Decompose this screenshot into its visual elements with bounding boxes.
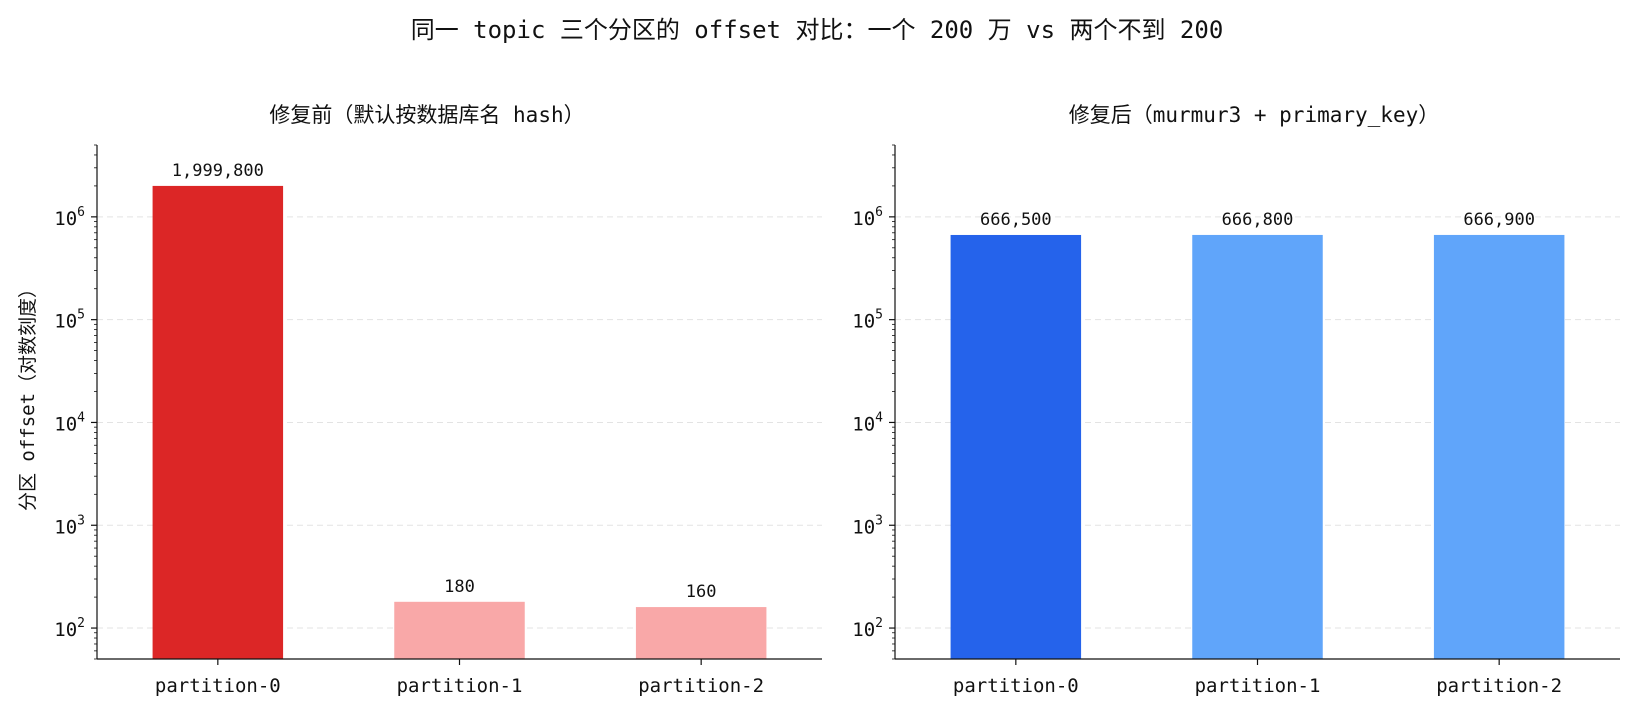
x-tick-label: partition-2 <box>638 675 764 697</box>
y-tick-label: 102 <box>54 616 85 641</box>
bar-value-label: 160 <box>686 582 717 602</box>
bar-value-label: 1,999,800 <box>172 161 264 181</box>
y-tick-label: 104 <box>852 410 883 435</box>
bar-partition-2 <box>635 607 767 659</box>
y-axis-title: 分区 offset（对数刻度） <box>17 279 39 511</box>
figure-title: 同一 topic 三个分区的 offset 对比：一个 200 万 vs 两个不… <box>411 16 1224 44</box>
y-tick-label: 104 <box>54 410 85 435</box>
bar-value-label: 666,900 <box>1463 210 1535 230</box>
x-tick-label: partition-0 <box>155 675 281 697</box>
x-tick-label: partition-1 <box>1195 675 1321 697</box>
y-tick-label: 103 <box>852 513 883 538</box>
panel-title-before: 修复前（默认按数据库名 hash） <box>269 103 584 127</box>
chart-panel-before: 修复前（默认按数据库名 hash） 分区 offset（对数刻度） 1,999,… <box>17 103 822 697</box>
y-tick-label: 103 <box>54 513 85 538</box>
y-tick-label: 105 <box>54 308 85 333</box>
y-tick-label: 105 <box>852 308 883 333</box>
panel-title-after: 修复后（murmur3 + primary_key） <box>1069 103 1440 127</box>
bar-partition-2 <box>1433 234 1565 659</box>
bar-value-label: 666,500 <box>980 210 1052 230</box>
x-tick-label: partition-1 <box>397 675 523 697</box>
y-tick-label: 106 <box>852 205 883 230</box>
y-tick-label: 106 <box>54 205 85 230</box>
x-tick-label: partition-2 <box>1436 675 1562 697</box>
bar-value-label: 180 <box>444 577 475 597</box>
y-tick-label: 102 <box>852 616 883 641</box>
bar-partition-1 <box>1192 234 1323 659</box>
x-tick-label: partition-0 <box>953 675 1079 697</box>
chart-panel-after: 修复后（murmur3 + primary_key） 666,500 partit… <box>852 103 1620 697</box>
bar-value-label: 666,800 <box>1222 210 1294 230</box>
bar-partition-0 <box>152 185 284 659</box>
bar-partition-1 <box>394 601 525 659</box>
bar-partition-0 <box>950 234 1082 659</box>
